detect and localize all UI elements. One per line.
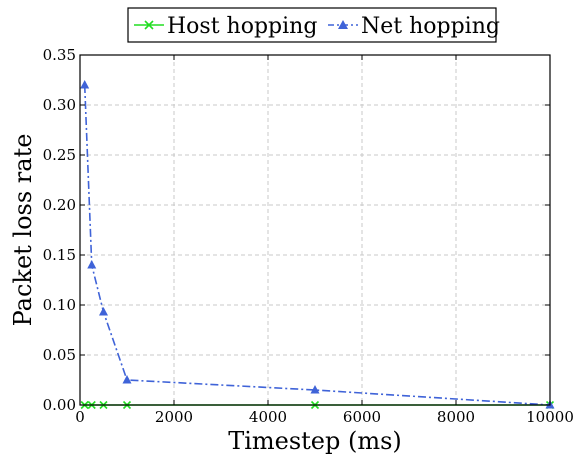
data-point-net-hopping: [99, 307, 108, 316]
legend-net-hopping-label: Net hopping: [361, 14, 500, 39]
data-point-net-hopping: [310, 385, 320, 394]
data-point-net-hopping: [87, 260, 97, 269]
x-tick-label: 6000: [343, 408, 381, 426]
legend: Host hopping Net hopping: [127, 7, 500, 43]
y-tick-label: 0.05: [43, 346, 76, 364]
x-axis-ticks: 0 2000 4000 6000 8000 10000: [75, 55, 574, 426]
y-tick-label: 0.15: [43, 246, 76, 264]
x-tick-label: 8000: [437, 408, 475, 426]
x-tick-label: 0: [75, 408, 85, 426]
data-point-net-hopping: [80, 80, 90, 89]
legend-box: [127, 7, 497, 43]
x-tick-label: 4000: [249, 408, 287, 426]
data-point-net-hopping: [122, 375, 132, 384]
y-axis-ticks: 0.00 0.05 0.10 0.15 0.20 0.25 0.30 0.35: [43, 46, 550, 414]
series-markers: [80, 80, 555, 410]
legend-host-hopping-label: Host hopping: [167, 14, 317, 39]
x-axis-title: Timestep (ms): [228, 427, 402, 455]
y-axis-title: Packet loss rate: [9, 134, 37, 327]
legend-host-hopping-marker: [144, 20, 154, 30]
x-tick-label: 10000: [526, 408, 574, 426]
grid: [80, 55, 550, 405]
y-tick-label: 0.20: [43, 196, 76, 214]
plot-frame: [79, 54, 551, 406]
series-lines: [83, 84, 551, 406]
y-tick-label: 0.00: [43, 396, 76, 414]
x-tick-label: 2000: [155, 408, 193, 426]
y-tick-label: 0.25: [43, 146, 76, 164]
series-line-net-hopping: [83, 84, 551, 406]
y-tick-label: 0.35: [43, 46, 76, 64]
y-tick-label: 0.10: [43, 296, 76, 314]
y-tick-label: 0.30: [43, 96, 76, 114]
legend-net-hopping-marker: [338, 20, 348, 29]
